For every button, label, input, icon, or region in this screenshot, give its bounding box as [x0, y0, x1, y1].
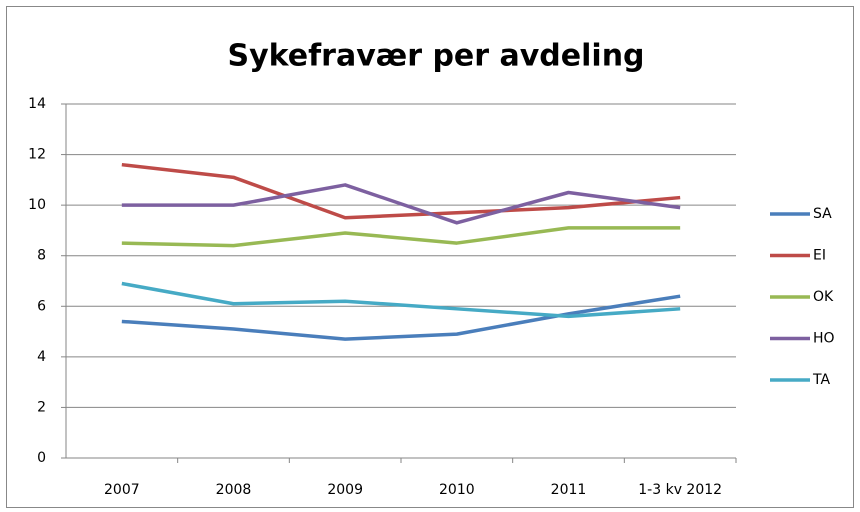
series-line: [121, 183, 681, 225]
y-tick-label: 8: [37, 248, 46, 264]
legend-label: SA: [813, 206, 832, 222]
legend-label: TA: [812, 372, 830, 388]
legend-label: HO: [813, 331, 835, 347]
y-tick-label: 4: [37, 349, 46, 365]
series-line: [121, 226, 681, 248]
x-tick-label: 2010: [439, 482, 475, 498]
y-tick-label: 2: [37, 399, 46, 415]
x-tick-label: 2009: [327, 482, 363, 498]
y-tick-label: 0: [37, 450, 46, 466]
y-tick-label: 10: [28, 197, 46, 213]
series-line: [121, 281, 681, 319]
x-tick-label: 1-3 kv 2012: [638, 482, 722, 498]
chart-border: [6, 6, 854, 508]
y-tick-label: 6: [37, 298, 46, 314]
y-tick-label: 12: [28, 147, 46, 163]
x-tick-label: 2007: [104, 482, 140, 498]
y-tick-label: 14: [28, 96, 46, 112]
legend-label: EI: [813, 248, 826, 264]
chart-title: Sykefravær per avdeling: [227, 39, 644, 74]
x-tick-label: 2011: [551, 482, 587, 498]
series-line: [121, 162, 681, 220]
series-line: [121, 294, 681, 341]
legend-label: OK: [813, 289, 834, 305]
x-tick-label: 2008: [216, 482, 252, 498]
